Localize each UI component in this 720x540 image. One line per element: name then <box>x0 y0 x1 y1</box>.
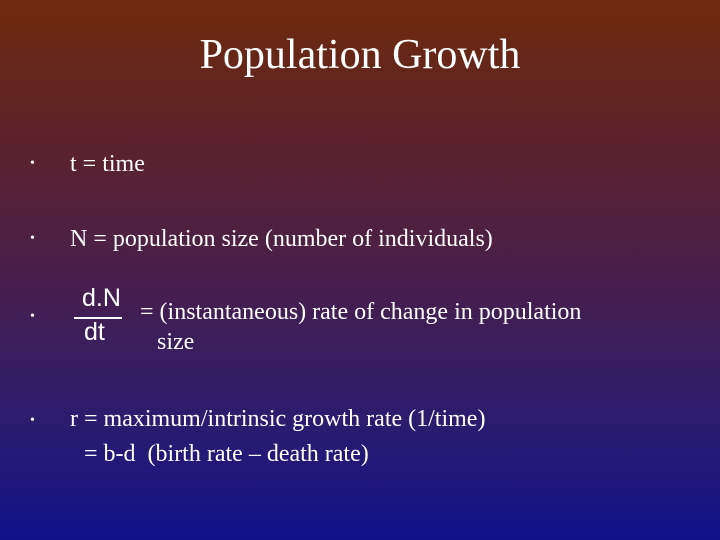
bullet-text-growth-rate: r = maximum/intrinsic growth rate (1/tim… <box>70 406 486 432</box>
fraction-numerator: d.N <box>82 284 121 312</box>
bullet-text-population-size: N = population size (number of individua… <box>70 226 493 252</box>
bullet-marker: • <box>30 413 35 428</box>
bullet-marker: • <box>30 309 35 324</box>
fraction-denominator: dt <box>84 318 105 346</box>
fraction-bar <box>74 317 122 319</box>
bullet-text-rate-of-change-cont: size <box>157 329 195 355</box>
bullet-text-birth-death: = b-d (birth rate – death rate) <box>84 441 369 467</box>
bullet-marker: • <box>30 156 35 171</box>
bullet-marker: • <box>30 231 35 246</box>
bullet-text-rate-of-change: = (instantaneous) rate of change in popu… <box>140 299 582 325</box>
slide-title: Population Growth <box>199 32 521 78</box>
bullet-text-time: t = time <box>70 151 145 177</box>
